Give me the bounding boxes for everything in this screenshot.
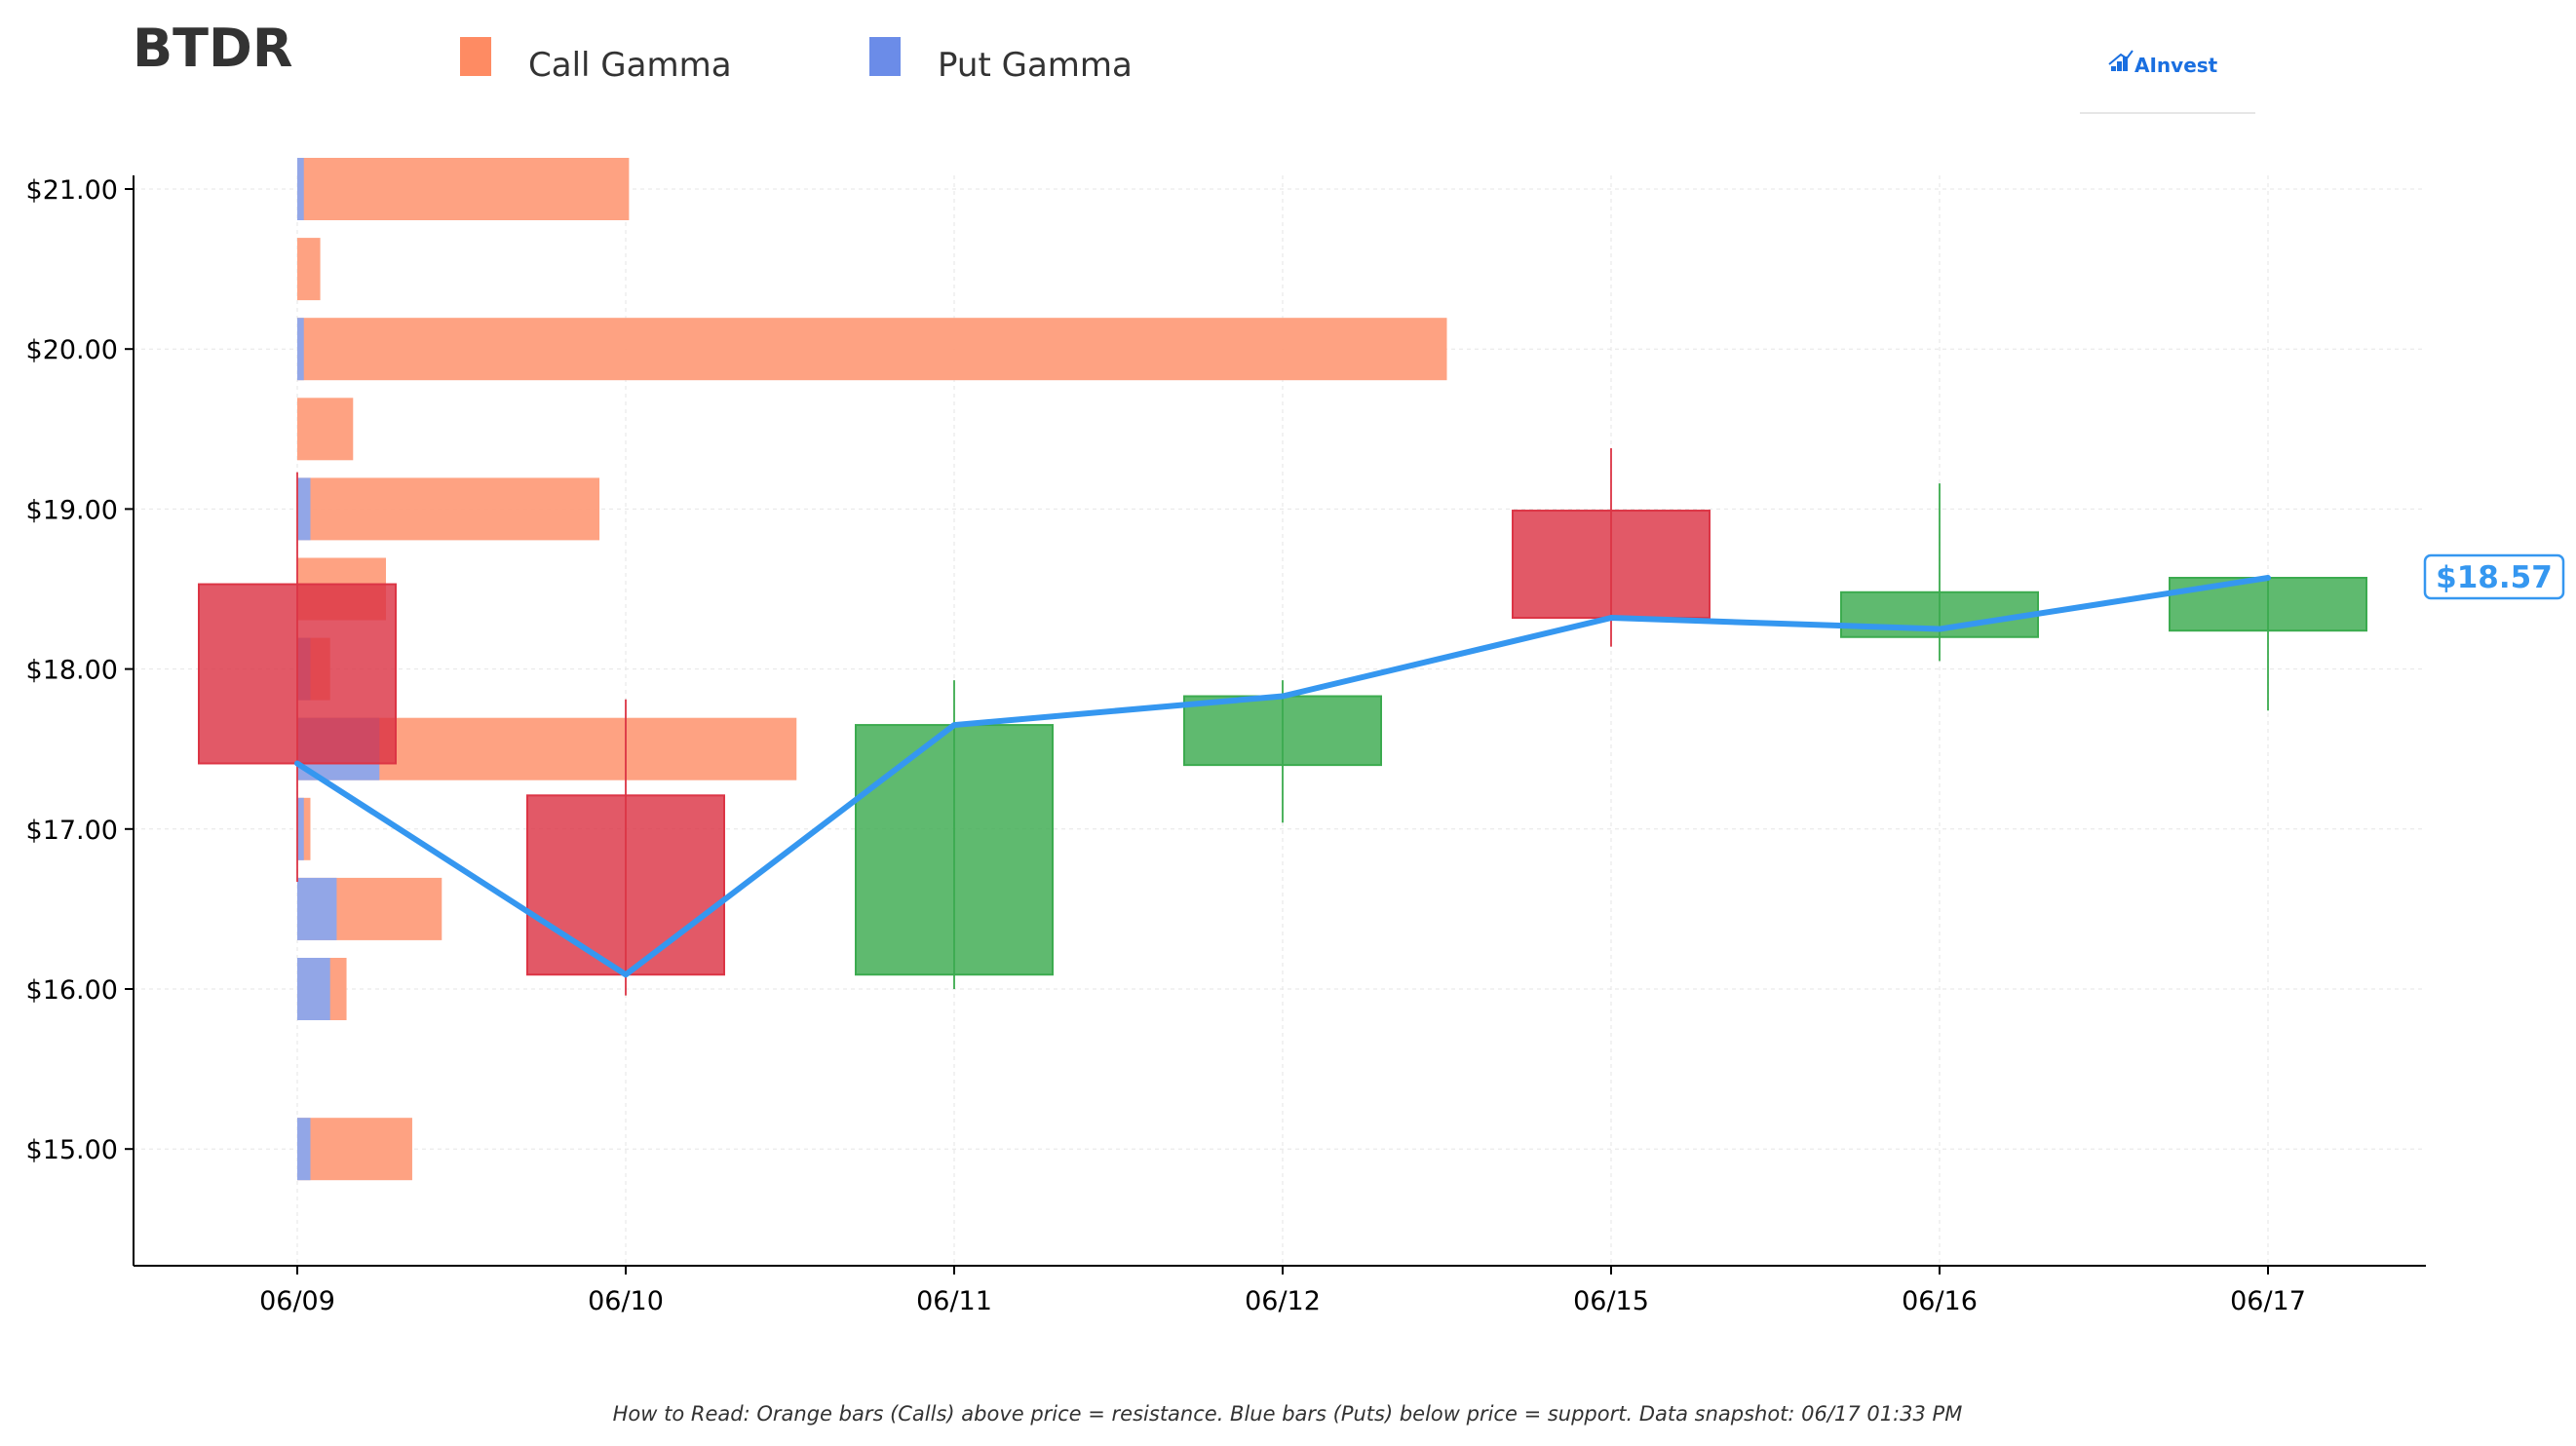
x-tick-label: 06/10 xyxy=(588,1286,664,1316)
close-line xyxy=(294,575,2271,978)
y-tick-label: $18.00 xyxy=(26,656,118,686)
put-gamma-bar xyxy=(297,158,304,220)
ainvest-logo: AInvest xyxy=(2080,50,2255,114)
call-gamma-bar xyxy=(297,158,630,220)
x-tick-label: 06/11 xyxy=(916,1286,992,1316)
call-gamma-bar xyxy=(297,238,321,301)
call-gamma-bar xyxy=(297,477,600,541)
put-gamma-bar xyxy=(297,797,304,860)
y-tick-label: $15.00 xyxy=(26,1135,118,1165)
x-tick-label: 06/12 xyxy=(1245,1286,1321,1316)
call-gamma-bar xyxy=(297,1118,412,1181)
legend-put-label: Put Gamma xyxy=(938,46,1133,85)
legend-call-label: Call Gamma xyxy=(528,46,732,85)
legend-call-swatch xyxy=(460,37,491,76)
y-tick-label: $21.00 xyxy=(26,175,118,206)
put-gamma-bar xyxy=(297,958,330,1020)
put-gamma-bar xyxy=(297,877,337,940)
put-gamma-bar xyxy=(297,1118,311,1181)
current-price-badge: $18.57 xyxy=(2423,553,2565,600)
legend: Call Gamma Put Gamma xyxy=(460,37,1133,85)
x-tick-label: 06/16 xyxy=(1902,1286,1978,1316)
candle-body xyxy=(855,724,1054,976)
chart-bars-icon xyxy=(2108,50,2134,71)
put-gamma-bar xyxy=(297,318,304,381)
chart-title: BTDR xyxy=(133,18,292,79)
candle-body xyxy=(1512,510,1711,620)
close-price-line xyxy=(294,575,2271,978)
candle-body xyxy=(1183,695,1382,767)
y-tick-label: $16.00 xyxy=(26,975,118,1006)
candle-body xyxy=(526,794,725,976)
candle-body xyxy=(198,583,397,765)
axes: $15.00 $16.00 $17.00 $18.00 $19.00 $20.00 $21.… xyxy=(26,175,2426,1316)
y-tick-label: $17.00 xyxy=(26,816,118,846)
put-gamma-bar xyxy=(297,477,311,541)
brand-name: AInvest xyxy=(2134,54,2218,77)
y-tick-label: $20.00 xyxy=(26,335,118,365)
footnote: How to Read: Orange bars (Calls) above p… xyxy=(613,1402,1963,1426)
y-tick-label: $19.00 xyxy=(26,495,118,525)
current-price-label: $18.57 xyxy=(2436,560,2553,595)
x-tick-label: 06/17 xyxy=(2230,1286,2306,1316)
legend-put-swatch xyxy=(869,37,901,76)
x-tick-label: 06/15 xyxy=(1573,1286,1649,1316)
x-tick-label: 06/09 xyxy=(259,1286,335,1316)
call-gamma-bar xyxy=(297,318,1447,381)
call-gamma-bar xyxy=(297,398,354,461)
